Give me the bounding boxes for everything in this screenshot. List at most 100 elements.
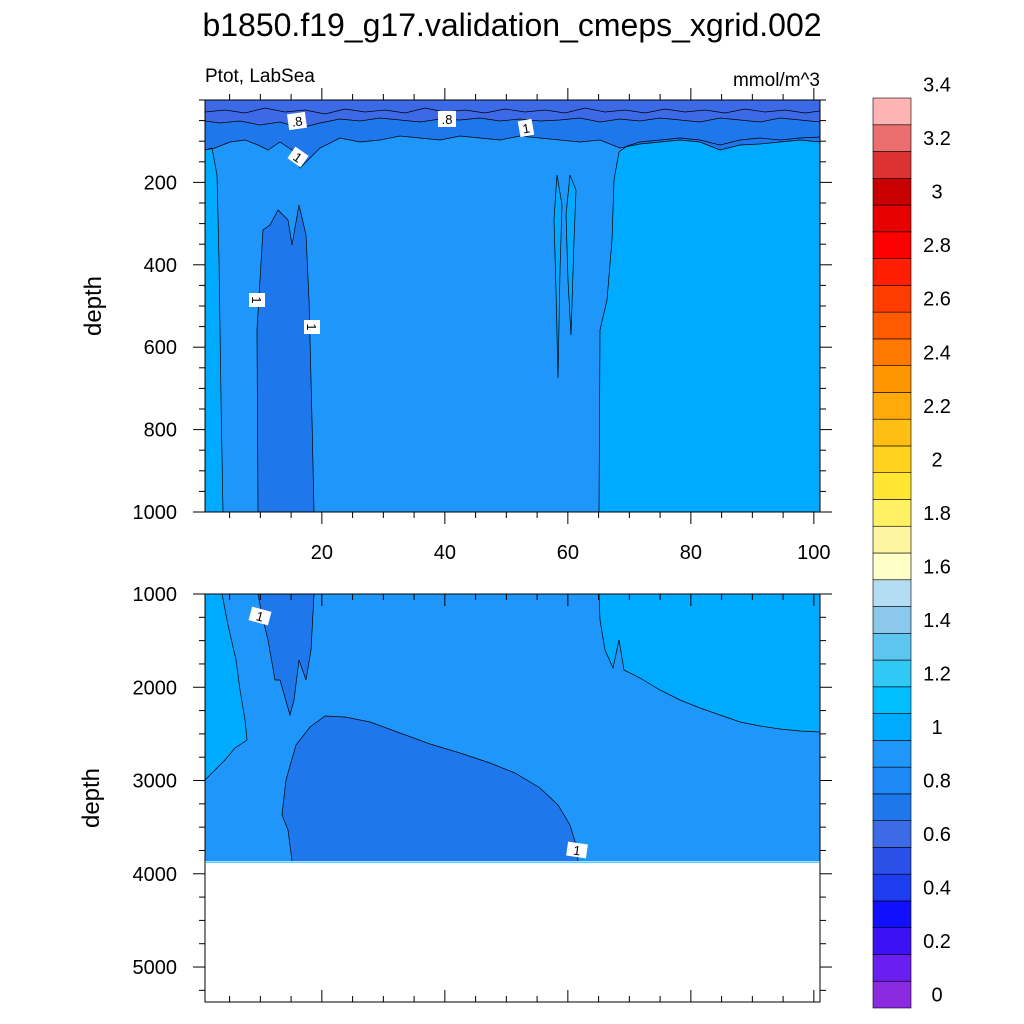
top-contour-label-3: 1 (517, 118, 535, 138)
colorbar-cell (872, 472, 912, 500)
colorbar-cell (872, 740, 912, 768)
top-contour-8 (205, 107, 820, 115)
colorbar-cell (872, 766, 912, 795)
top-y-tick-label: 1000 (133, 502, 178, 524)
bottom-field-low-column (258, 594, 314, 715)
colorbar-cell (872, 793, 912, 821)
top-panel-y-axis-title: depth (80, 276, 107, 336)
top-contour-label-1-text: .8 (291, 113, 304, 129)
top-contour-label-6: 1 (304, 320, 320, 334)
colorbar-label: 2.8 (923, 235, 951, 257)
colorbar-cell (872, 338, 912, 366)
colorbar-cell (872, 659, 912, 688)
colorbar-cell (872, 285, 912, 313)
top-y-tick-label: 200 (144, 172, 177, 194)
colorbar-cell (872, 847, 912, 875)
top-x-tick-label: 80 (680, 542, 702, 564)
top-contour-6 (205, 135, 820, 169)
top-x-tick-label: 20 (311, 542, 333, 564)
bottom-contour-label-2-text: 1 (572, 843, 581, 859)
bottom-contour-label-1: 1 (248, 606, 272, 626)
bottom-contour-1 (205, 594, 248, 781)
bottom-contour-2 (598, 594, 820, 733)
bottom-contour-labels: 1 1 (248, 606, 588, 859)
top-contour-label-6-text: 1 (304, 323, 319, 330)
colorbar-label: 1.2 (923, 663, 951, 685)
colorbar-label: 0.4 (923, 878, 951, 900)
top-field-spike-a (554, 175, 562, 378)
colorbar-label: 1.8 (923, 503, 951, 525)
chart-title: b1850.f19_g17.validation_cmeps_xgrid.002 (202, 7, 821, 43)
top-contour-label-3-text: 1 (521, 120, 531, 136)
top-y-tick-label: 400 (144, 255, 177, 277)
top-contour-labels: .8 .8 1 1 1 1 (249, 111, 535, 334)
colorbar-cell (872, 686, 912, 714)
colorbar-cell (872, 606, 912, 634)
colorbar-label: 2 (931, 449, 942, 471)
top-y-tick-label: 600 (144, 337, 177, 359)
colorbar-label: 3.4 (923, 75, 951, 97)
bottom-contour-3 (257, 594, 315, 717)
top-field-high-right (599, 137, 820, 512)
colorbar-cell (872, 927, 912, 955)
top-x-tick-label: 60 (557, 542, 579, 564)
top-contour-5 (565, 174, 577, 336)
bottom-y-tick-label: 2000 (133, 677, 178, 699)
bottom-contour-label-1-text: 1 (254, 608, 265, 624)
bottom-y-tick-label: 1000 (133, 584, 178, 606)
top-contour-label-1: .8 (286, 111, 308, 131)
bottom-y-tick-label: 5000 (133, 957, 178, 979)
bottom-contour-label-2: 1 (566, 841, 588, 859)
top-x-tick-label: 40 (434, 542, 456, 564)
colorbar-cell (872, 954, 912, 982)
colorbar-cell (872, 525, 912, 554)
colorbar-label: 1.4 (923, 610, 951, 632)
top-panel-units-label: mmol/m^3 (733, 70, 820, 91)
bottom-contours (205, 594, 820, 862)
colorbar-cell (872, 392, 912, 420)
colorbar-cell (872, 552, 912, 581)
colorbar-cell (872, 177, 912, 206)
bottom-y-tick-label: 4000 (133, 864, 178, 886)
colorbar-label: 3.2 (923, 128, 951, 150)
colorbar-cell (872, 97, 912, 126)
top-contour-label-4: 1 (287, 146, 309, 168)
top-panel: Ptot, LabSea mmol/m^3 (80, 66, 832, 564)
colorbar-cell (872, 873, 912, 902)
colorbar-label: 2.2 (923, 396, 951, 418)
bottom-field-high-right (599, 594, 820, 732)
top-field-spike-b (566, 175, 576, 335)
colorbar-cell (872, 499, 912, 527)
colorbar-cell (872, 579, 912, 607)
bottom-field-low-dome (282, 716, 578, 861)
colorbar-label: 0.8 (923, 771, 951, 793)
top-contour-4 (553, 174, 563, 379)
top-contour-2 (205, 147, 224, 512)
colorbar-label: 0.6 (923, 824, 951, 846)
top-contour-label-5-text: 1 (249, 296, 264, 303)
bottom-panel-frame (204, 593, 821, 1003)
bottom-panel-ticks: 1000 2000 3000 4000 5000 (133, 584, 832, 1002)
colorbar-cell (872, 204, 912, 233)
colorbar-cell (872, 445, 912, 474)
colorbar-label: 1.6 (923, 556, 951, 578)
colorbar-cell (872, 632, 912, 661)
top-panel-plot-area (205, 100, 820, 512)
top-x-tick-label: 100 (797, 542, 830, 564)
colorbar-cell (872, 231, 912, 259)
bottom-panel-plot-area (205, 594, 820, 1002)
bottom-panel: 1 1 1000 2000 3000 4000 5000 depth (78, 584, 832, 1003)
colorbar-cell (872, 258, 912, 286)
colorbar-label: 2.4 (923, 342, 951, 364)
top-y-tick-label: 800 (144, 420, 177, 442)
colorbar-cell (872, 151, 912, 179)
colorbar-cell (872, 311, 912, 340)
colorbar-cell (872, 820, 912, 848)
colorbar-label: 0.2 (923, 931, 951, 953)
top-panel-ticks: 200 400 600 800 1000 20 40 60 80 100 (133, 88, 832, 564)
top-contour-label-2: .8 (438, 111, 456, 127)
bottom-panel-y-axis-title: depth (78, 768, 105, 828)
top-contour-1 (598, 136, 820, 512)
colorbar-cell (872, 418, 912, 447)
